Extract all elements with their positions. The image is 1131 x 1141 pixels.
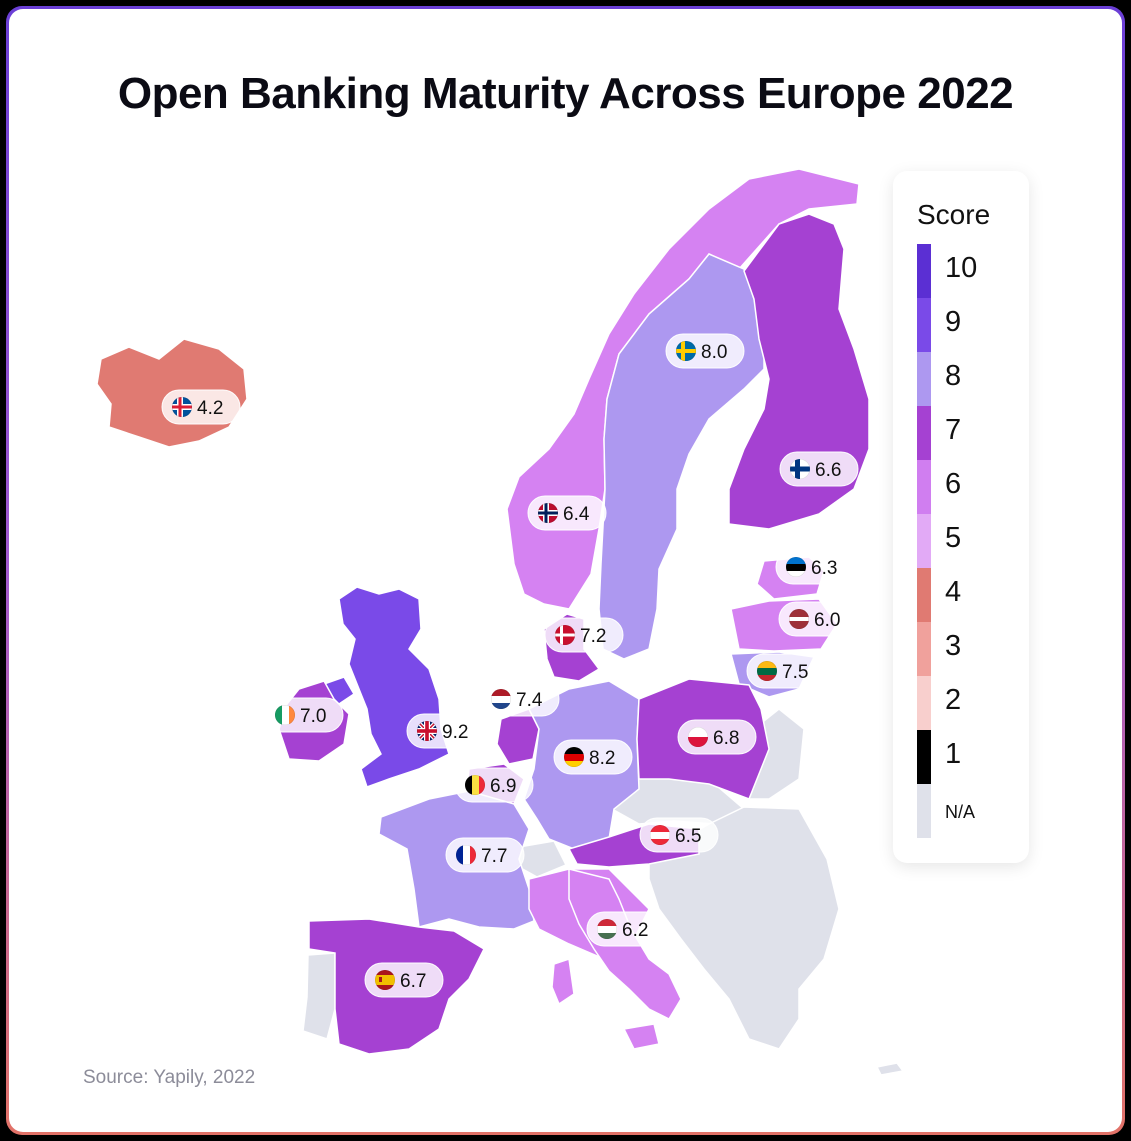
legend-label: 8 — [945, 360, 962, 392]
score-pill: 7.2 — [544, 617, 624, 653]
legend-swatch — [917, 244, 931, 298]
austria-flag-icon — [650, 825, 670, 845]
legend-label: 6 — [945, 468, 962, 500]
score-value: 6.5 — [675, 826, 701, 847]
legend-swatch — [917, 298, 931, 352]
spain-flag-icon — [375, 970, 395, 990]
score-value: 7.4 — [516, 690, 543, 711]
score-pill: 6.5 — [639, 817, 719, 853]
hungary-flag-icon — [597, 919, 617, 939]
score-pill: 7.4 — [480, 681, 560, 717]
estonia-flag-icon — [786, 557, 806, 577]
score-value: 8.0 — [701, 342, 727, 363]
score-value: 9.2 — [442, 722, 468, 743]
lithuania-flag-icon — [757, 661, 777, 681]
legend: Score 10 9 8 7 6 5 4 3 2 1 N/A — [893, 171, 1029, 863]
legend-label: 3 — [945, 630, 962, 662]
score-pill: 4.2 — [161, 389, 241, 425]
score-pill: 6.6 — [779, 451, 859, 487]
score-value: 6.0 — [814, 610, 840, 631]
legend-color-bar — [917, 244, 931, 838]
card: Open Banking Maturity Across Europe 2022 — [9, 9, 1122, 1132]
legend-label: 1 — [945, 738, 962, 770]
legend-swatch — [917, 676, 931, 730]
denmark-flag-icon — [555, 625, 575, 645]
score-value: 6.3 — [811, 558, 837, 579]
country-uk — [338, 586, 450, 788]
card-frame: Open Banking Maturity Across Europe 2022 — [6, 6, 1125, 1135]
legend-label: 7 — [945, 414, 962, 446]
legend-title: Score — [917, 199, 991, 230]
iceland-flag-icon — [172, 397, 192, 417]
score-value: 6.2 — [622, 920, 648, 941]
score-value: 6.7 — [400, 971, 426, 992]
score-value: 8.2 — [589, 748, 615, 769]
legend-label: 2 — [945, 684, 962, 716]
legend-label: 10 — [945, 252, 978, 284]
score-pill: 6.9 — [454, 767, 534, 803]
legend-swatch — [917, 460, 931, 514]
finland-flag-icon — [790, 459, 810, 479]
legend-swatch — [917, 514, 931, 568]
score-pill: 7.7 — [445, 837, 525, 873]
score-pill: 6.0 — [778, 601, 858, 637]
legend-swatch — [917, 784, 931, 838]
page-title: Open Banking Maturity Across Europe 2022 — [117, 69, 1014, 118]
score-value: 6.8 — [713, 728, 739, 749]
score-value: 7.2 — [580, 626, 606, 647]
score-pill: 7.0 — [264, 697, 344, 733]
uk-flag-icon — [417, 721, 437, 741]
norway-flag-icon — [538, 503, 558, 523]
legend-swatch — [917, 622, 931, 676]
score-pill: 6.8 — [677, 719, 757, 755]
score-pill: 7.5 — [746, 653, 826, 689]
score-value: 7.5 — [782, 662, 808, 683]
score-pill: 8.0 — [665, 333, 745, 369]
legend-swatch — [917, 568, 931, 622]
score-pill: 8.2 — [553, 739, 633, 775]
legend-swatch — [917, 406, 931, 460]
score-pill: 9.2 — [406, 713, 486, 749]
country-cyprus-islands — [875, 1062, 905, 1076]
score-value: 6.6 — [815, 460, 841, 481]
latvia-flag-icon — [789, 609, 809, 629]
legend-label: 9 — [945, 306, 962, 338]
score-value: 7.7 — [481, 846, 507, 867]
score-value: 6.9 — [490, 776, 516, 797]
score-pill: 6.3 — [775, 549, 855, 585]
legend-label: N/A — [945, 802, 976, 822]
score-pill: 6.4 — [527, 495, 607, 531]
france-flag-icon — [456, 845, 476, 865]
country-portugal — [302, 952, 336, 1040]
score-value: 4.2 — [197, 398, 223, 419]
legend-label: 5 — [945, 522, 962, 554]
country-sicily — [622, 1023, 660, 1050]
germany-flag-icon — [564, 747, 584, 767]
source-note: Source: Yapily, 2022 — [83, 1067, 256, 1088]
country-balkans-east — [648, 806, 840, 1050]
poland-flag-icon — [688, 727, 708, 747]
ireland-flag-icon — [275, 705, 295, 725]
netherlands-flag-icon — [491, 689, 511, 709]
europe-map: 4.2 6.4 8.0 6.6 6.3 6.0 7.5 7.2 7.4 7.0 9.2 8.2 6.8 6… — [96, 168, 905, 1076]
legend-swatch — [917, 352, 931, 406]
country-sardinia — [551, 958, 575, 1006]
sweden-flag-icon — [676, 341, 696, 361]
score-value: 7.0 — [300, 706, 326, 727]
score-pills: 4.2 6.4 8.0 6.6 6.3 6.0 7.5 7.2 7.4 7.0 9.2 8.2 6.8 6… — [161, 333, 859, 998]
legend-label: 4 — [945, 576, 962, 608]
score-pill: 6.7 — [364, 962, 444, 998]
country-finland — [728, 213, 870, 530]
legend-swatch — [917, 730, 931, 784]
score-value: 6.4 — [563, 504, 590, 525]
score-pill: 6.2 — [586, 911, 666, 947]
belgium-flag-icon — [465, 775, 485, 795]
